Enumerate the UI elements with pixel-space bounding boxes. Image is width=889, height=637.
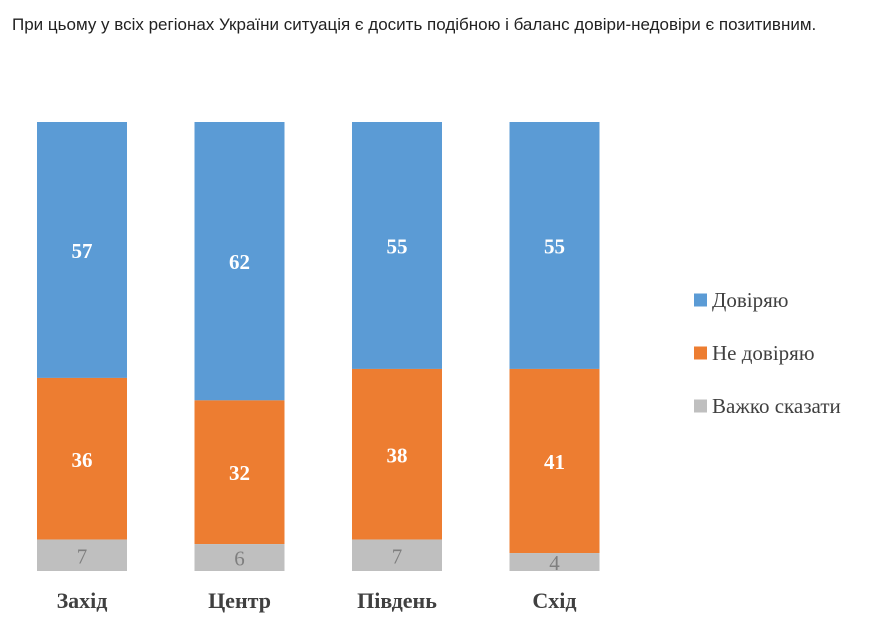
- legend: Довіряю Не довіряю Важко сказати: [694, 288, 841, 418]
- legend-swatch-series-3: [694, 399, 707, 413]
- data-label-захід-series-2: 36: [72, 448, 93, 472]
- category-label-центр: Центр: [208, 588, 271, 613]
- bar-центр-series-3: [194, 544, 285, 571]
- intro-paragraph: При цьому у всіх регіонах України ситуац…: [12, 15, 817, 34]
- bar-захід-series-2: [37, 377, 127, 540]
- bar-південь-series-3: [352, 539, 442, 571]
- legend-label-series-3: Важко сказати: [712, 394, 841, 418]
- bar-центр-series-1: [194, 122, 285, 401]
- data-label-центр-series-2: 32: [229, 461, 250, 485]
- data-label-центр-series-3: 6: [234, 547, 245, 571]
- data-label-центр-series-1: 62: [229, 250, 250, 274]
- bar-південь-series-1: [352, 122, 442, 369]
- data-label-південь-series-2: 38: [387, 443, 408, 467]
- data-label-захід-series-1: 57: [72, 239, 93, 263]
- bar-схід-series-1: [509, 122, 600, 369]
- data-label-схід-series-1: 55: [544, 234, 565, 258]
- bar-схід-series-3: [509, 553, 600, 571]
- legend-label-series-1: Довіряю: [712, 288, 788, 312]
- data-label-схід-series-3: 4: [549, 551, 560, 575]
- bars-group: 57 36 7 62 32 6 55 38 7 55 41 4: [37, 122, 600, 575]
- legend-swatch-series-1: [694, 293, 707, 307]
- data-label-схід-series-2: 41: [544, 450, 565, 474]
- data-label-захід-series-3: 7: [77, 544, 88, 568]
- bar-південь-series-2: [352, 368, 442, 540]
- category-label-захід: Захід: [57, 588, 108, 613]
- data-label-південь-series-3: 7: [392, 544, 403, 568]
- legend-label-series-2: Не довіряю: [712, 341, 815, 365]
- bar-захід-series-1: [37, 122, 127, 378]
- bar-центр-series-2: [194, 400, 285, 545]
- category-label-схід: Схід: [532, 588, 576, 613]
- category-label-південь: Південь: [357, 588, 437, 613]
- category-labels: Захід Центр Південь Схід: [57, 588, 577, 613]
- bar-схід-series-2: [509, 368, 600, 554]
- bar-захід-series-3: [37, 539, 127, 571]
- data-label-південь-series-1: 55: [387, 234, 408, 258]
- legend-swatch-series-2: [694, 346, 707, 360]
